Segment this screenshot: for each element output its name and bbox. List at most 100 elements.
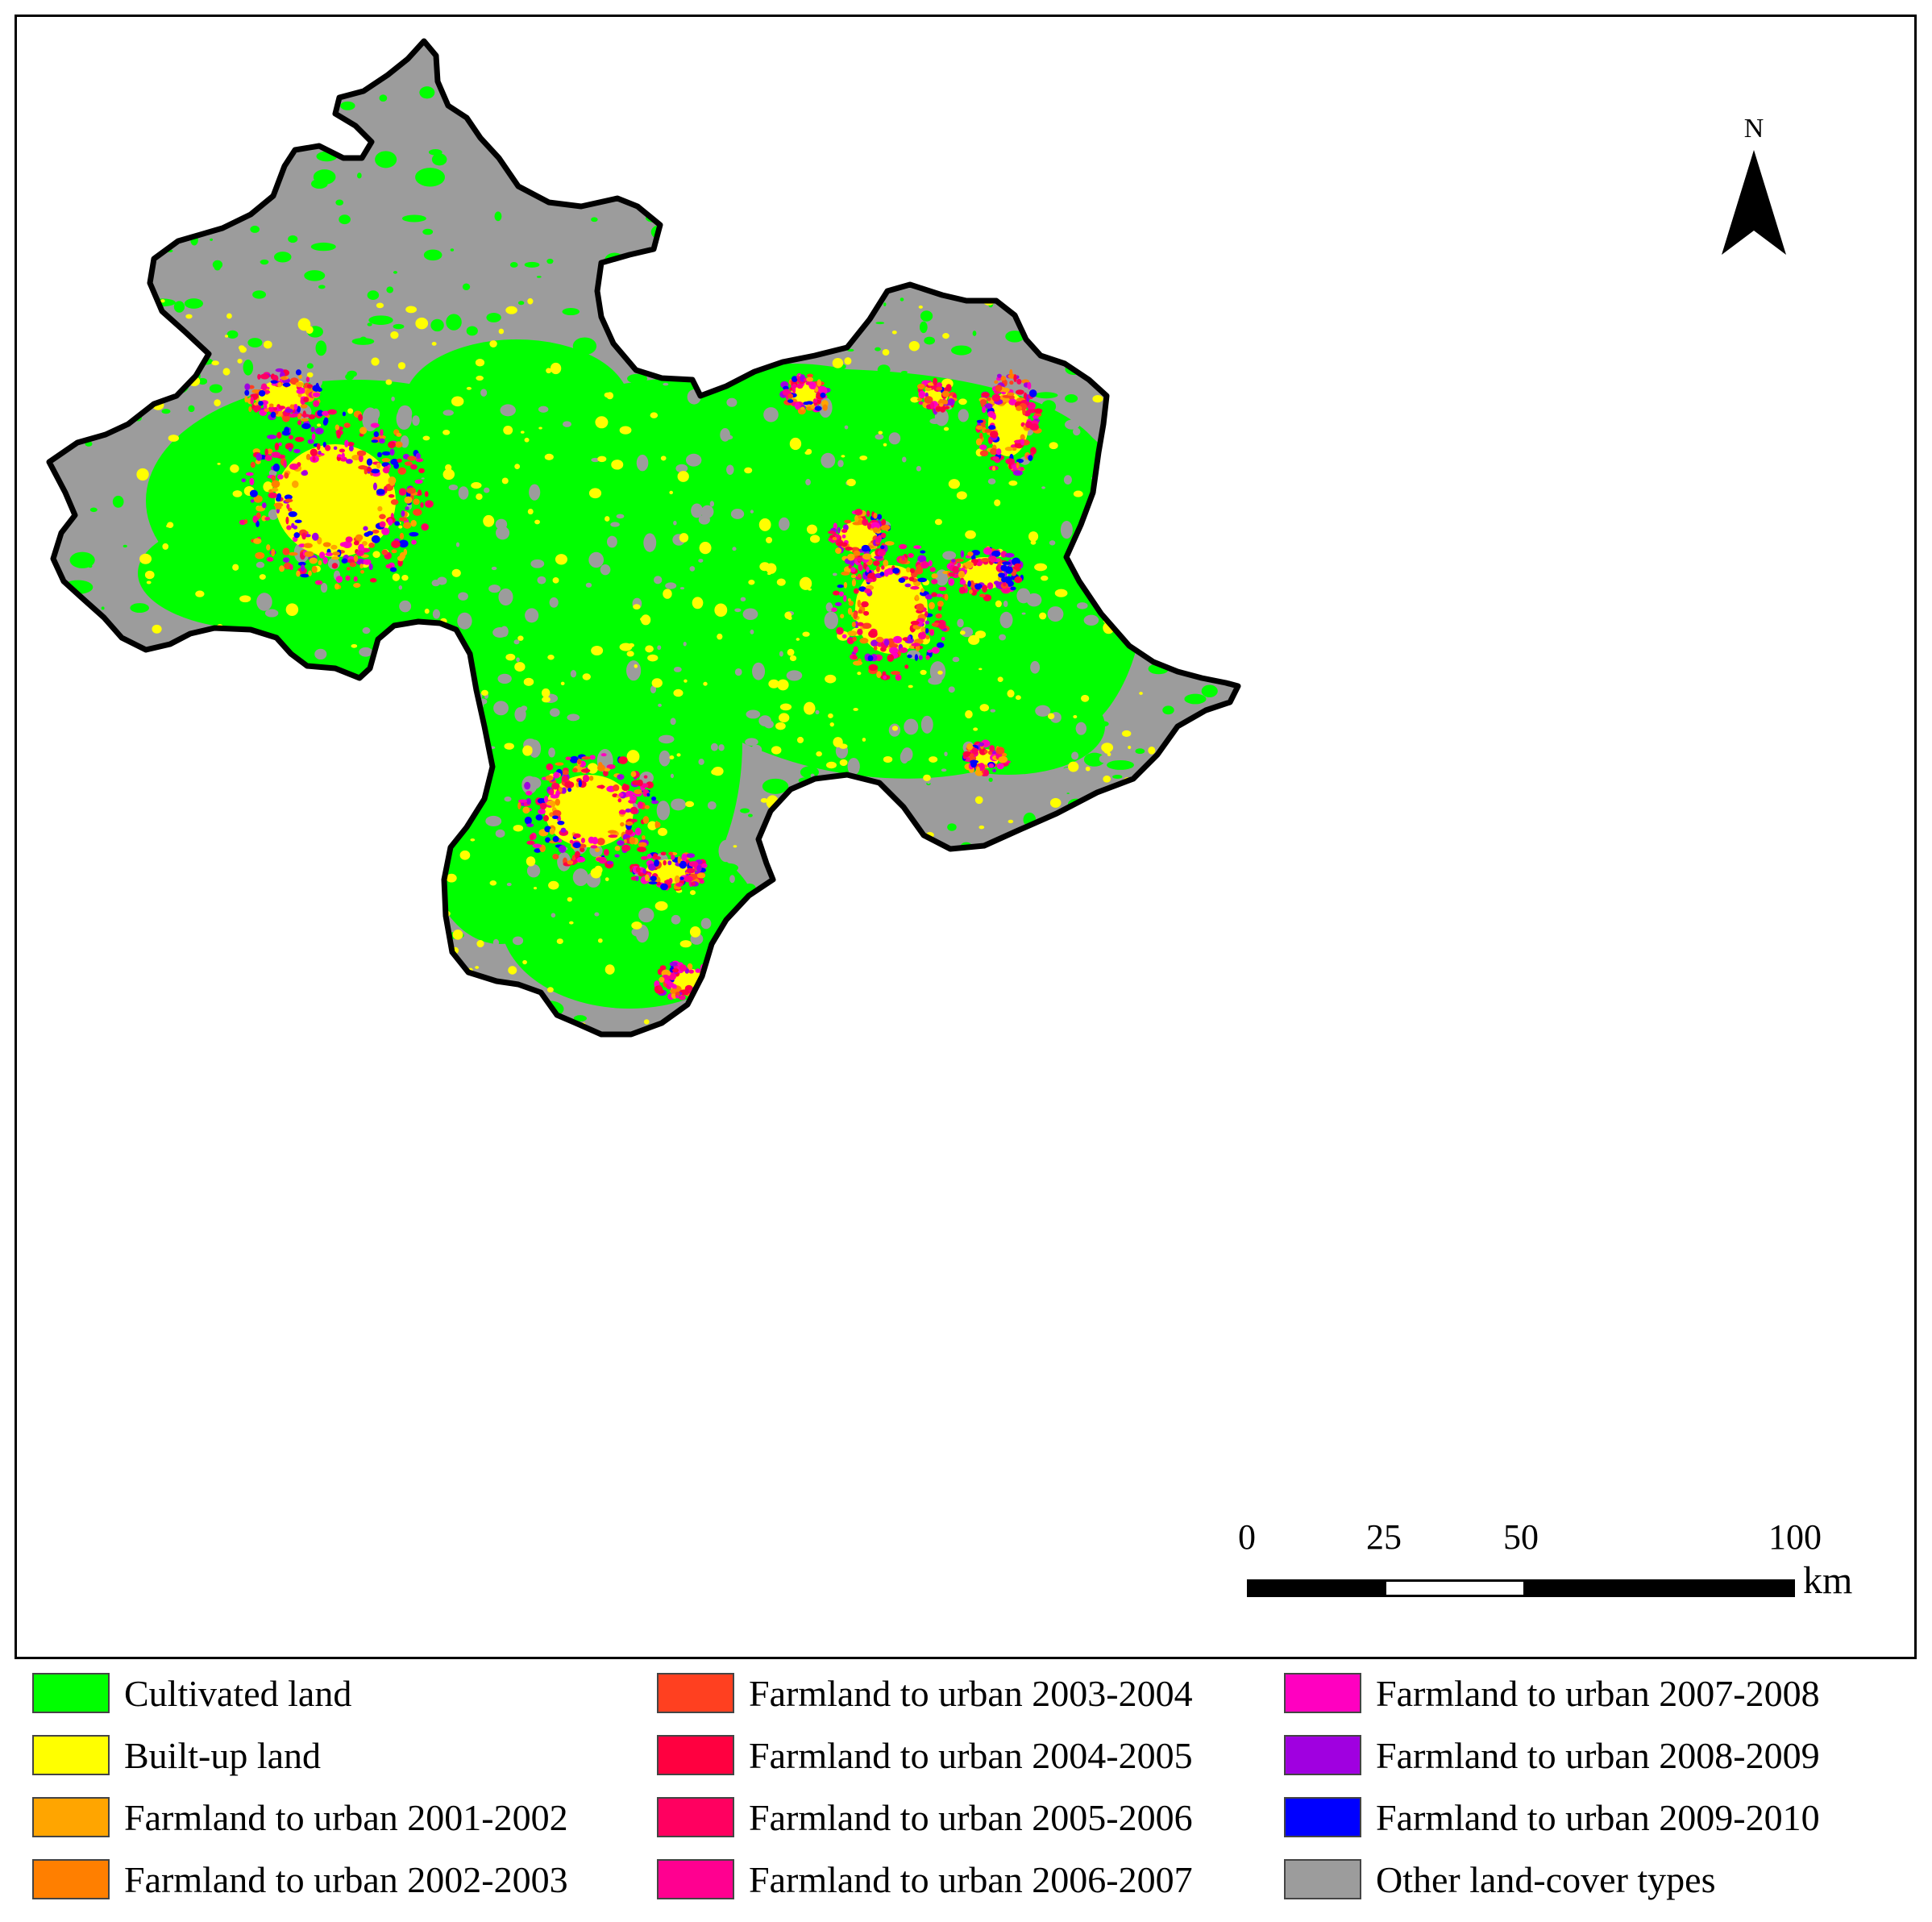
cultivated-patch	[251, 116, 266, 121]
cultivated-patch	[427, 502, 457, 516]
cultivated-patch	[501, 613, 521, 625]
built-up-patch	[846, 478, 856, 487]
farmland-to-urban-patch	[958, 586, 966, 594]
cultivated-patch	[781, 420, 797, 432]
cultivated-patch	[83, 117, 99, 129]
farmland-to-urban-patch	[346, 567, 351, 571]
built-up-patch	[1099, 592, 1110, 603]
built-up-patch	[505, 653, 516, 661]
farmland-to-urban-patch	[250, 499, 255, 503]
other-land-patch	[301, 792, 314, 805]
farmland-to-urban-patch	[301, 422, 311, 430]
cultivated-patch	[1098, 721, 1109, 727]
other-land-patch	[860, 880, 871, 893]
cultivated-patch	[724, 82, 734, 89]
built-up-patch	[326, 788, 339, 799]
other-land-patch	[492, 938, 500, 946]
cultivated-patch	[318, 111, 329, 121]
cultivated-patch	[885, 170, 897, 177]
farmland-to-urban-patch	[581, 756, 591, 760]
built-up-patch	[475, 746, 482, 751]
farmland-to-urban-patch	[1021, 379, 1030, 384]
built-up-patch	[973, 727, 978, 731]
farmland-to-urban-patch	[404, 461, 413, 466]
farmland-to-urban-patch	[667, 860, 672, 866]
other-land-patch	[426, 630, 436, 641]
cultivated-patch	[841, 494, 853, 505]
farmland-to-urban-patch	[850, 574, 857, 579]
built-up-patch	[520, 431, 525, 434]
cultivated-patch	[335, 199, 344, 206]
cultivated-patch	[243, 1008, 255, 1014]
farmland-to-urban-patch	[858, 564, 863, 572]
cultivated-patch	[486, 830, 497, 836]
other-land-patch	[526, 863, 541, 878]
farmland-to-urban-patch	[810, 405, 816, 410]
other-land-patch	[484, 487, 490, 493]
built-up-patch	[398, 525, 403, 529]
cultivated-patch	[1164, 327, 1178, 334]
cultivated-patch	[676, 72, 679, 75]
cultivated-patch	[1229, 943, 1238, 955]
cultivated-patch	[495, 690, 502, 695]
farmland-to-urban-patch	[289, 463, 299, 470]
farmland-to-urban-patch	[421, 523, 429, 531]
farmland-to-urban-patch	[672, 967, 679, 973]
cultivated-patch	[62, 614, 72, 622]
other-land-patch	[952, 656, 960, 663]
cultivated-patch	[228, 967, 235, 972]
farmland-to-urban-patch	[880, 532, 887, 539]
cultivated-patch	[304, 270, 326, 281]
cultivated-patch	[868, 226, 877, 231]
farmland-to-urban-patch	[877, 550, 886, 556]
built-up-patch	[968, 634, 980, 645]
built-up-patch	[714, 603, 728, 617]
farmland-to-urban-patch	[347, 441, 355, 447]
cultivated-patch	[1175, 73, 1202, 92]
cultivated-patch	[357, 640, 371, 644]
cultivated-patch	[175, 478, 184, 487]
built-up-patch	[605, 516, 610, 522]
cultivated-patch	[1227, 352, 1236, 361]
other-land-patch	[1047, 606, 1064, 622]
farmland-to-urban-patch	[1001, 576, 1008, 583]
legend-label: Other land-cover types	[1376, 1858, 1716, 1900]
other-land-patch	[1026, 593, 1042, 607]
other-land-patch	[380, 805, 394, 824]
other-land-patch	[1138, 456, 1149, 464]
built-up-patch	[796, 736, 804, 743]
cultivated-patch	[197, 377, 208, 385]
other-land-patch	[1104, 713, 1111, 718]
cultivated-patch	[171, 123, 198, 139]
cultivated-patch	[671, 623, 692, 637]
built-up-patch	[829, 722, 834, 727]
cultivated-patch	[164, 763, 177, 777]
built-up-patch	[152, 624, 162, 634]
cultivated-patch	[869, 134, 879, 147]
farmland-to-urban-patch	[523, 801, 528, 807]
farmland-to-urban-patch	[867, 655, 874, 662]
cultivated-patch	[102, 142, 110, 146]
cultivated-patch	[823, 285, 841, 298]
cultivated-patch	[1174, 841, 1179, 846]
built-up-patch	[804, 988, 813, 994]
farmland-to-urban-patch	[399, 532, 405, 540]
cultivated-patch	[173, 301, 185, 313]
other-land-patch	[746, 709, 761, 719]
farmland-to-urban-patch	[305, 534, 311, 538]
cultivated-patch	[147, 353, 156, 362]
farmland-to-urban-patch	[982, 585, 987, 593]
farmland-to-urban-patch	[396, 432, 402, 437]
other-land-patch	[981, 783, 986, 787]
farmland-to-urban-patch	[339, 448, 346, 453]
farmland-to-urban-patch	[276, 474, 284, 480]
built-up-patch	[211, 936, 218, 940]
cultivated-patch	[650, 622, 661, 626]
legend-swatch	[657, 1797, 734, 1837]
farmland-to-urban-patch	[571, 768, 578, 773]
farmland-to-urban-patch	[879, 571, 885, 576]
farmland-to-urban-patch	[979, 450, 989, 457]
other-land-patch	[1041, 486, 1045, 489]
cultivated-patch	[562, 308, 580, 316]
cultivated-patch	[988, 777, 993, 782]
